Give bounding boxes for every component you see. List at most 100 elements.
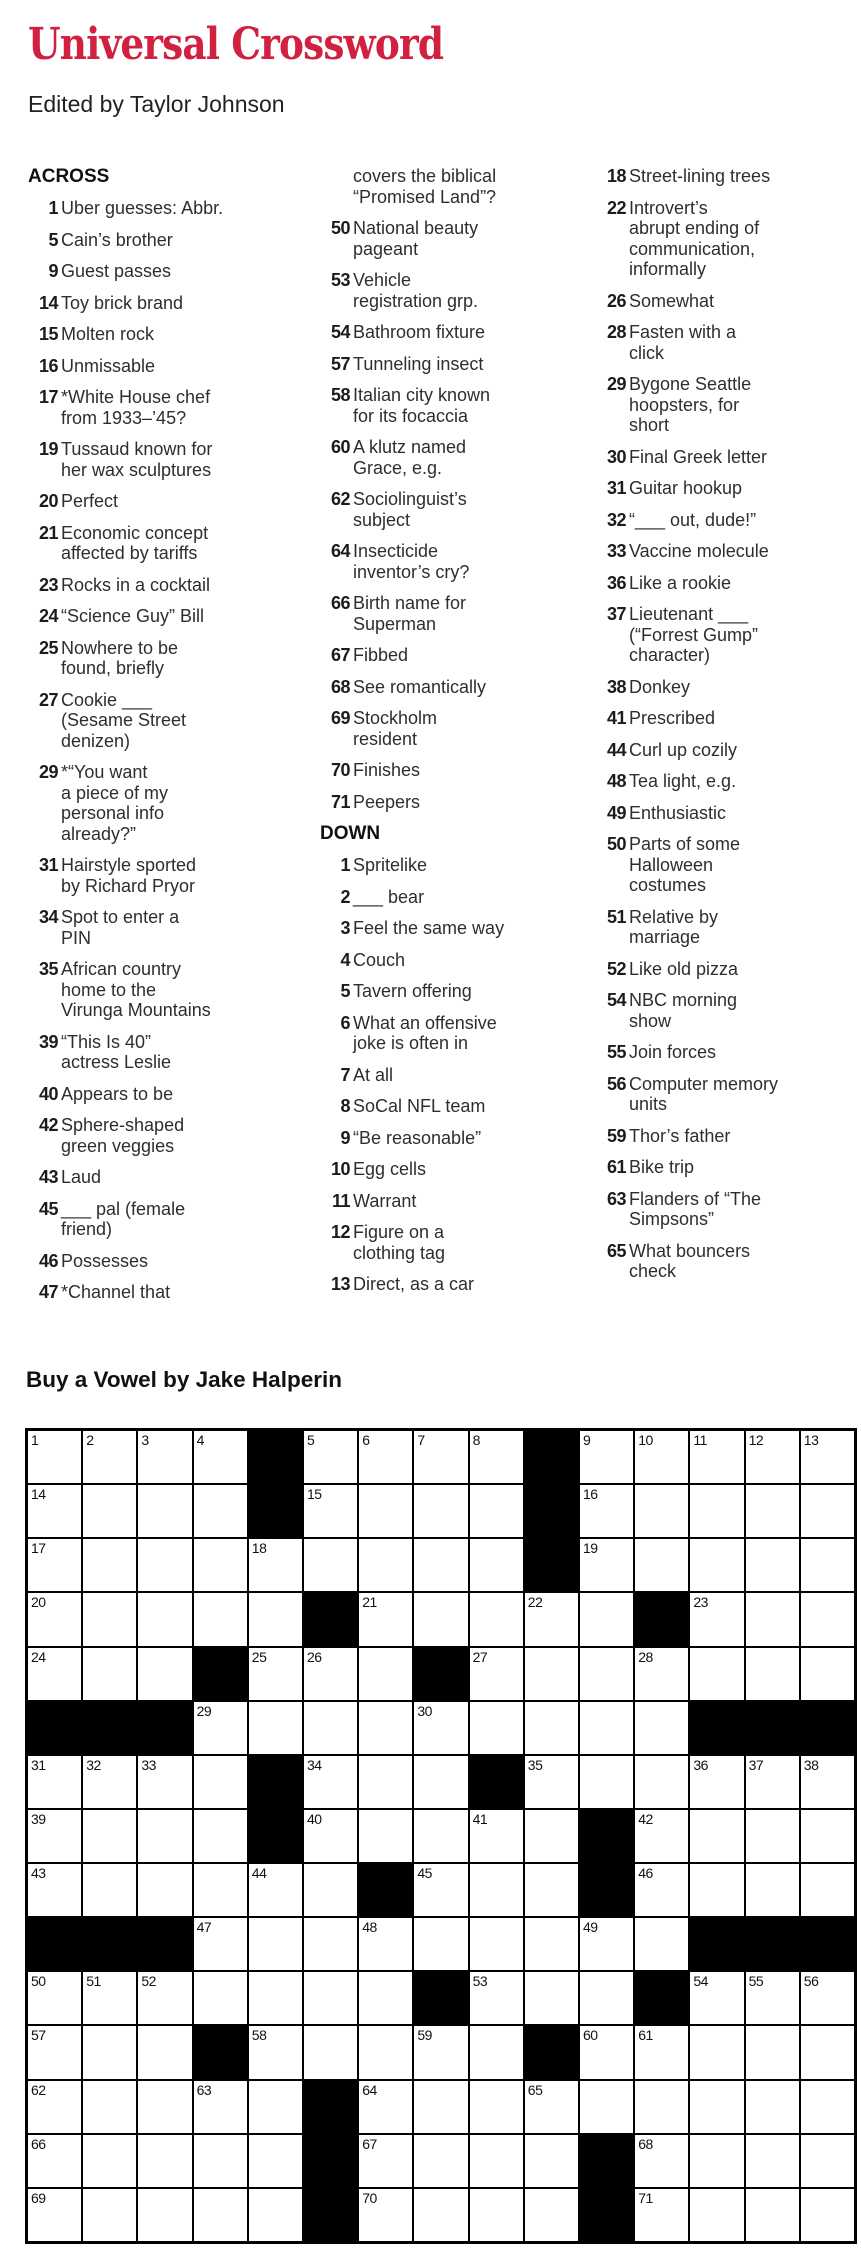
grid-cell[interactable] — [524, 1809, 578, 1863]
grid-cell[interactable] — [83, 2134, 137, 2187]
grid-cell[interactable]: 68 — [635, 2134, 689, 2187]
grid-cell[interactable] — [138, 1647, 192, 1700]
grid-cell[interactable] — [414, 1485, 468, 1538]
grid-cell[interactable] — [580, 1647, 634, 1700]
grid-cell[interactable] — [138, 1485, 192, 1538]
grid-cell[interactable]: 63 — [193, 2080, 247, 2133]
grid-cell[interactable]: 28 — [635, 1647, 689, 1700]
grid-cell[interactable]: 41 — [469, 1809, 523, 1863]
grid-cell[interactable] — [248, 1918, 302, 1971]
grid-cell[interactable]: 1 — [28, 1431, 82, 1484]
grid-cell[interactable]: 22 — [524, 1593, 578, 1646]
grid-cell[interactable]: 67 — [359, 2134, 413, 2187]
grid-cell[interactable]: 65 — [524, 2080, 578, 2133]
grid-cell[interactable]: 59 — [414, 2026, 468, 2079]
grid-cell[interactable]: 46 — [635, 1864, 689, 1917]
grid-cell[interactable] — [745, 1809, 799, 1863]
grid-cell[interactable] — [690, 1809, 744, 1863]
grid-cell[interactable] — [745, 2134, 799, 2187]
grid-cell[interactable]: 13 — [800, 1431, 854, 1484]
grid-cell[interactable]: 49 — [580, 1918, 634, 1971]
grid-cell[interactable] — [193, 1593, 247, 1646]
grid-cell[interactable]: 29 — [193, 1701, 247, 1754]
grid-cell[interactable] — [359, 1701, 413, 1754]
grid-cell[interactable] — [193, 2134, 247, 2187]
grid-cell[interactable] — [524, 1972, 578, 2025]
grid-cell[interactable] — [138, 2188, 192, 2241]
grid-cell[interactable] — [414, 1593, 468, 1646]
grid-cell[interactable] — [524, 2134, 578, 2187]
grid-cell[interactable]: 11 — [690, 1431, 744, 1484]
grid-cell[interactable] — [138, 1539, 192, 1592]
grid-cell[interactable] — [193, 2188, 247, 2241]
grid-cell[interactable]: 8 — [469, 1431, 523, 1484]
grid-cell[interactable]: 70 — [359, 2188, 413, 2241]
grid-cell[interactable] — [690, 2026, 744, 2079]
grid-cell[interactable]: 40 — [304, 1809, 358, 1863]
grid-cell[interactable]: 23 — [690, 1593, 744, 1646]
grid-cell[interactable] — [800, 2080, 854, 2133]
grid-cell[interactable] — [83, 2080, 137, 2133]
grid-cell[interactable] — [414, 2080, 468, 2133]
grid-cell[interactable]: 38 — [800, 1755, 854, 1808]
grid-cell[interactable] — [193, 1485, 247, 1538]
grid-cell[interactable]: 56 — [800, 1972, 854, 2025]
grid-cell[interactable]: 16 — [580, 1485, 634, 1538]
grid-cell[interactable]: 6 — [359, 1431, 413, 1484]
grid-cell[interactable] — [580, 1755, 634, 1808]
grid-cell[interactable]: 44 — [248, 1864, 302, 1917]
grid-cell[interactable] — [635, 1539, 689, 1592]
grid-cell[interactable]: 35 — [524, 1755, 578, 1808]
grid-cell[interactable]: 3 — [138, 1431, 192, 1484]
grid-cell[interactable] — [745, 1647, 799, 1700]
grid-cell[interactable]: 66 — [28, 2134, 82, 2187]
grid-cell[interactable] — [690, 1864, 744, 1917]
grid-cell[interactable]: 57 — [28, 2026, 82, 2079]
grid-cell[interactable] — [524, 2188, 578, 2241]
grid-cell[interactable]: 54 — [690, 1972, 744, 2025]
grid-cell[interactable] — [414, 2134, 468, 2187]
grid-cell[interactable] — [800, 1485, 854, 1538]
grid-cell[interactable] — [745, 1864, 799, 1917]
grid-cell[interactable] — [414, 2188, 468, 2241]
grid-cell[interactable]: 24 — [28, 1647, 82, 1700]
grid-cell[interactable]: 50 — [28, 1972, 82, 2025]
grid-cell[interactable] — [690, 1647, 744, 1700]
grid-cell[interactable]: 60 — [580, 2026, 634, 2079]
grid-cell[interactable] — [248, 1701, 302, 1754]
grid-cell[interactable]: 62 — [28, 2080, 82, 2133]
grid-cell[interactable] — [469, 2026, 523, 2079]
grid-cell[interactable] — [469, 1701, 523, 1754]
grid-cell[interactable] — [745, 1485, 799, 1538]
grid-cell[interactable]: 26 — [304, 1647, 358, 1700]
grid-cell[interactable] — [800, 1539, 854, 1592]
grid-cell[interactable] — [524, 1864, 578, 1917]
grid-cell[interactable]: 55 — [745, 1972, 799, 2025]
grid-cell[interactable] — [304, 1918, 358, 1971]
grid-cell[interactable]: 10 — [635, 1431, 689, 1484]
grid-cell[interactable] — [83, 1864, 137, 1917]
grid-cell[interactable] — [304, 1972, 358, 2025]
grid-cell[interactable] — [359, 1755, 413, 1808]
grid-cell[interactable] — [138, 1593, 192, 1646]
grid-cell[interactable]: 39 — [28, 1809, 82, 1863]
grid-cell[interactable]: 47 — [193, 1918, 247, 1971]
grid-cell[interactable] — [304, 1864, 358, 1917]
grid-cell[interactable] — [745, 1539, 799, 1592]
grid-cell[interactable] — [359, 2026, 413, 2079]
grid-cell[interactable] — [193, 1539, 247, 1592]
grid-cell[interactable]: 42 — [635, 1809, 689, 1863]
grid-cell[interactable]: 37 — [745, 1755, 799, 1808]
grid-cell[interactable] — [193, 1755, 247, 1808]
grid-cell[interactable] — [83, 1809, 137, 1863]
grid-cell[interactable] — [83, 1539, 137, 1592]
grid-cell[interactable]: 14 — [28, 1485, 82, 1538]
grid-cell[interactable] — [745, 1593, 799, 1646]
grid-cell[interactable] — [248, 2188, 302, 2241]
grid-cell[interactable] — [524, 1701, 578, 1754]
grid-cell[interactable] — [83, 2188, 137, 2241]
grid-cell[interactable]: 15 — [304, 1485, 358, 1538]
grid-cell[interactable] — [248, 1593, 302, 1646]
grid-cell[interactable] — [745, 2026, 799, 2079]
grid-cell[interactable]: 12 — [745, 1431, 799, 1484]
